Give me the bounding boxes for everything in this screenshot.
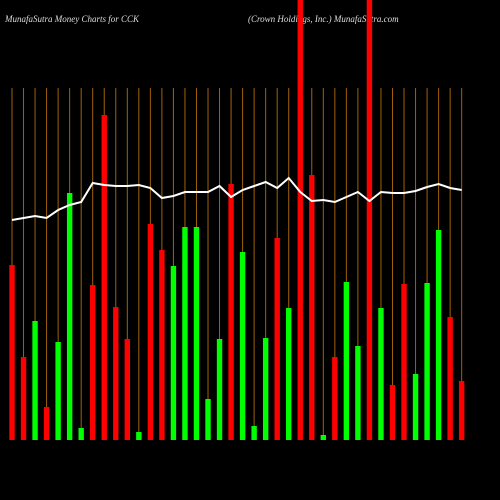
bar: [274, 238, 280, 440]
bar: [32, 321, 38, 440]
bar: [205, 399, 211, 440]
bar: [136, 432, 142, 440]
bar: [355, 346, 361, 440]
bar: [78, 428, 84, 440]
bar: [412, 374, 419, 440]
bar: [389, 385, 396, 440]
bar: [216, 339, 223, 440]
bar: [297, 0, 303, 440]
bar: [447, 317, 453, 440]
money-flow-line: [11, 176, 462, 221]
bar: [20, 357, 27, 440]
bar: [159, 250, 165, 440]
bar: [170, 266, 177, 440]
bar: [101, 115, 107, 440]
bar: [262, 338, 269, 440]
bar: [90, 285, 96, 440]
bar: [66, 193, 73, 440]
bar: [113, 307, 119, 440]
chart-title: MunafaSutra Money Charts for CCK: [4, 14, 140, 24]
bar: [309, 175, 315, 440]
bar: [458, 381, 465, 440]
bar: [286, 308, 292, 440]
bar: [320, 435, 327, 440]
bar: [401, 284, 407, 440]
chart-subtitle: (Crown Holdings, Inc.) MunafaSutra.com: [248, 14, 399, 24]
bar: [124, 339, 130, 440]
bar: [435, 230, 442, 440]
bar: [239, 252, 246, 440]
bar: [343, 282, 350, 440]
bar: [9, 265, 15, 440]
bar: [182, 227, 188, 440]
bar: [366, 0, 373, 440]
bar: [55, 342, 61, 440]
bar: [332, 357, 338, 440]
bar: [43, 407, 50, 440]
bar: [424, 283, 430, 440]
bar: [251, 426, 257, 440]
bar: [228, 184, 234, 440]
bar: [378, 308, 384, 440]
bar: [147, 224, 154, 440]
bar: [193, 227, 200, 440]
